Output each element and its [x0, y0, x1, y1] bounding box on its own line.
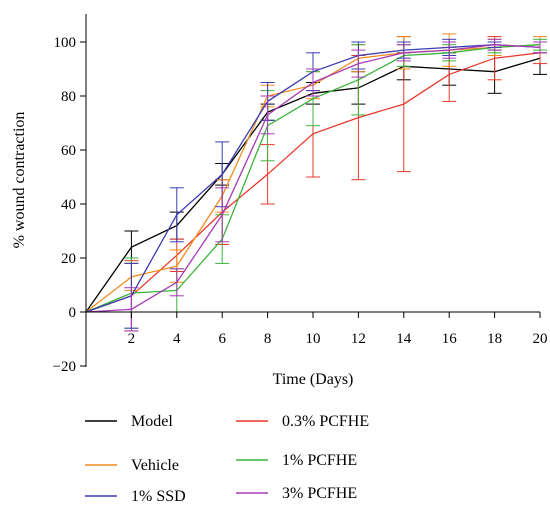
legend-item: Model [85, 413, 173, 430]
legend-label: Model [131, 413, 173, 430]
y-tick-label: 60 [61, 143, 76, 159]
y-tick-label: 40 [61, 197, 76, 213]
y-tick-label: −20 [53, 359, 76, 375]
y-tick-label: 0 [69, 305, 77, 321]
legend-item: 1% SSD [85, 488, 186, 505]
x-axis-title: Time (Days) [273, 371, 354, 388]
x-tick-label: 10 [306, 331, 321, 347]
y-tick-label: 80 [61, 89, 76, 105]
series-line [85, 44, 541, 313]
legend-label: 3% PCFHE [282, 485, 357, 502]
x-tick-label: 18 [487, 331, 502, 347]
y-axis-title: % wound contraction [11, 112, 28, 249]
series-line [85, 52, 541, 313]
y-ticks: −20 0 20 40 60 80 100 [53, 35, 86, 375]
y-tick-label: 100 [54, 35, 77, 51]
plot-area [85, 33, 547, 332]
x-tick-label: 4 [173, 331, 181, 347]
x-tick-label: 12 [351, 331, 366, 347]
legend-label: 0.3% PCFHE [282, 413, 369, 430]
x-tick-label: 8 [264, 331, 272, 347]
x-tick-label: 14 [396, 331, 412, 347]
legend-item: 3% PCFHE [236, 485, 357, 502]
legend-item: Vehicle [85, 457, 179, 474]
legend-label: 1% SSD [131, 488, 186, 505]
x-tick-label: 16 [442, 331, 458, 347]
legend-label: Vehicle [131, 457, 179, 474]
x-tick-label: 2 [128, 331, 136, 347]
legend-item: 0.3% PCFHE [236, 413, 369, 430]
series-vehicle [85, 33, 547, 313]
legend-label: 1% PCFHE [282, 452, 357, 469]
series-3-pcfhe [85, 38, 547, 332]
y-tick-label: 20 [61, 251, 76, 267]
x-ticks: 2 4 6 8 10 12 14 16 18 20 [128, 312, 548, 347]
x-tick-label: 6 [218, 331, 226, 347]
legend-item: 1% PCFHE [236, 452, 357, 469]
legend: Model Vehicle 1% SSD 0.3% PCFHE 1% PCFHE 3% P… [85, 413, 369, 505]
x-tick-label: 20 [533, 331, 548, 347]
